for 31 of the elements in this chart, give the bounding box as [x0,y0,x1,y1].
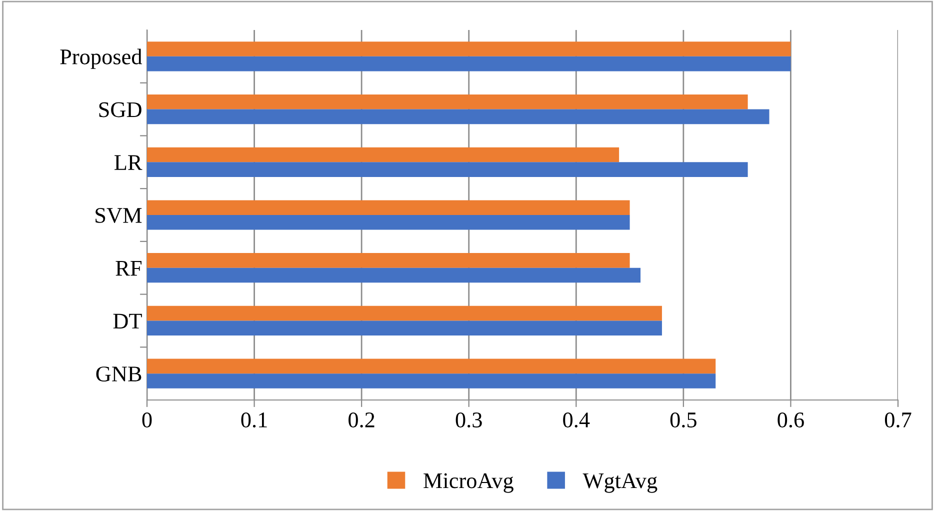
x-tick-label: 0.5 [670,412,696,428]
x-tick-label: 0.1 [241,412,267,428]
bar [147,56,791,72]
y-tick-label: SGD [99,102,142,118]
bar [147,253,630,268]
y-tick-label: Proposed [60,48,142,69]
bar [147,200,630,215]
bar [147,94,748,110]
x-tick-label: 0.4 [563,412,590,428]
bar [147,215,630,230]
bar [147,42,791,56]
legend-label: WgtAvg [582,473,658,493]
y-tick-label: DT [113,314,142,328]
bar [147,374,716,388]
bar [147,320,662,336]
y-tick-label: GNB [96,366,142,382]
bar [147,268,641,283]
x-tick-label: 0 [142,412,152,428]
y-tick-label: RF [116,261,142,276]
bar [147,306,662,321]
bar [147,358,716,374]
y-tick-label: LR [114,155,142,170]
legend-label: MicroAvg [424,473,514,493]
bar [147,109,770,124]
bar [147,147,620,162]
x-tick-label: 0.2 [348,412,374,428]
x-tick-label: 0.7 [884,412,912,428]
bar [147,162,748,177]
x-tick-label: 0.6 [778,412,804,428]
x-tick-label: 0.3 [456,412,482,428]
y-tick-label: SVM [96,208,142,224]
